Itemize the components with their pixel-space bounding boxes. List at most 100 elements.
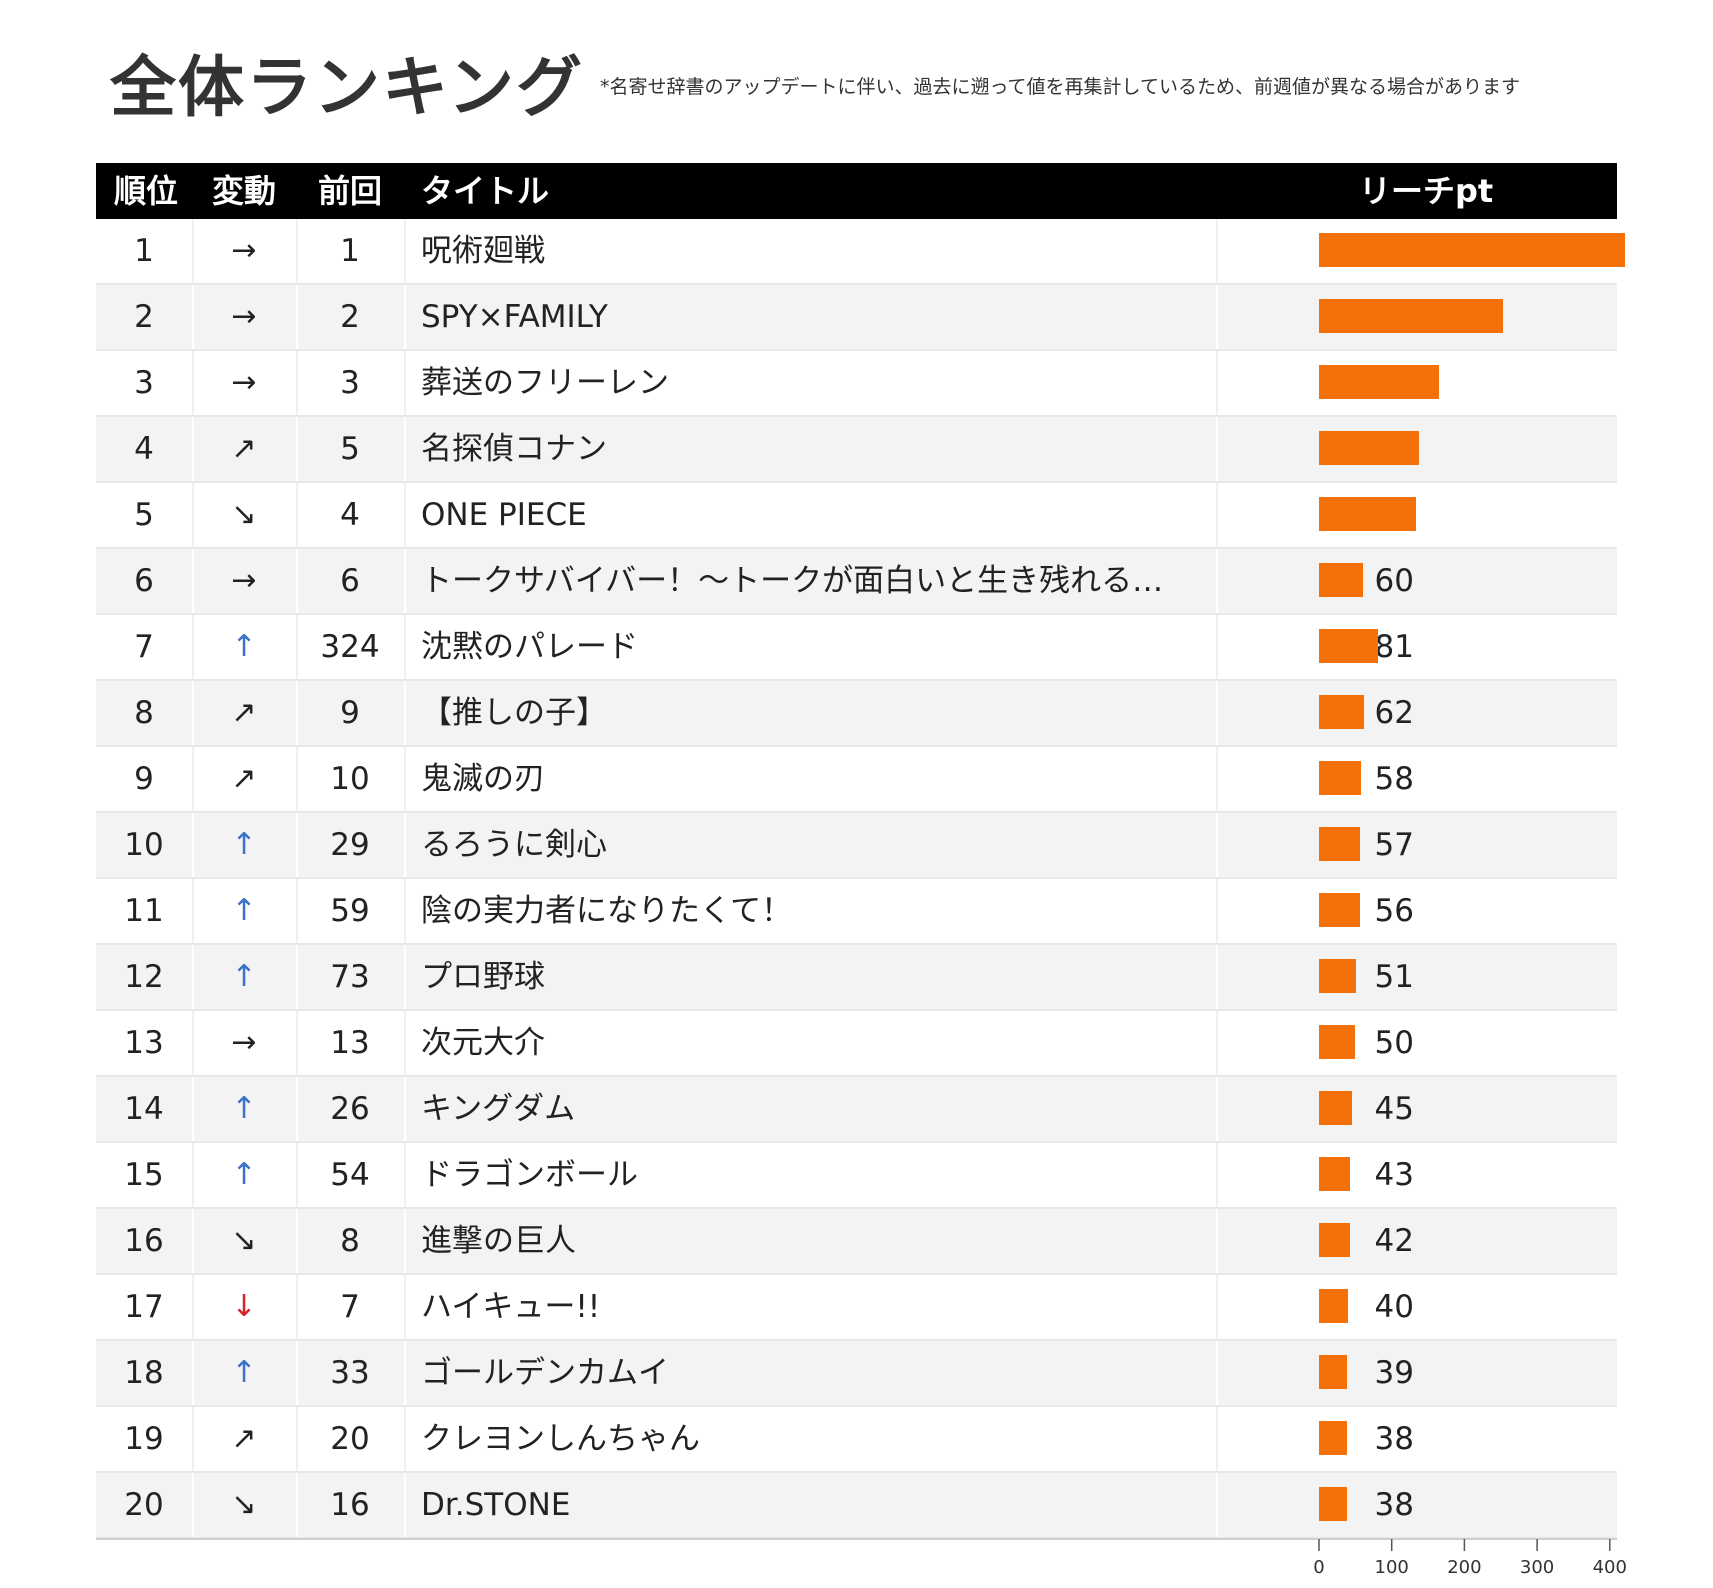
previous-rank-cell: 5 — [340, 431, 360, 467]
reach-value-label: 60 — [1374, 563, 1414, 599]
reach-value-label: 38 — [1374, 1487, 1414, 1523]
reach-bar — [1319, 497, 1416, 531]
column-divider — [296, 681, 298, 745]
column-divider — [192, 1407, 194, 1471]
column-divider — [192, 747, 194, 811]
column-divider — [404, 945, 406, 1009]
column-divider — [192, 615, 194, 679]
change-arrow-icon: ↑ — [231, 1157, 257, 1192]
change-arrow-icon: ↑ — [231, 629, 257, 664]
title-cell: 名探偵コナン — [421, 431, 607, 467]
column-divider — [296, 483, 298, 547]
previous-rank-cell: 3 — [340, 365, 360, 401]
table-row: 3→3葬送のフリーレン165 — [96, 351, 1617, 417]
column-divider — [404, 1275, 406, 1339]
table-row: 4↗5名探偵コナン138 — [96, 417, 1617, 483]
column-divider — [296, 1011, 298, 1075]
rank-cell: 7 — [134, 629, 154, 665]
change-arrow-icon: ↗ — [231, 1421, 257, 1456]
ranking-rows: 1 → 1 呪術廻戦 42 12 → 2 SPY×FAMILY 2 5 33 → 3 葬送のフリーレン 16 5… — [96, 219, 1625, 1539]
column-divider — [192, 813, 194, 877]
column-divider — [404, 219, 406, 283]
title-cell: SPY×FAMILY — [421, 299, 608, 335]
column-divider — [404, 1077, 406, 1141]
change-arrow-icon: → — [231, 365, 257, 400]
previous-rank-cell: 8 — [340, 1223, 360, 1259]
change-arrow-icon: ↗ — [231, 761, 257, 796]
previous-rank-cell: 20 — [330, 1421, 370, 1457]
title-cell: Dr.STONE — [421, 1487, 571, 1523]
column-divider — [296, 945, 298, 1009]
axis-tick-label: 200 — [1447, 1557, 1481, 1578]
axis-tick-label: 100 — [1375, 1557, 1409, 1578]
previous-rank-cell: 29 — [330, 827, 370, 863]
column-divider — [192, 1341, 194, 1405]
previous-rank-cell: 16 — [330, 1487, 370, 1523]
title-cell: 呪術廻戦 — [421, 233, 545, 269]
change-arrow-icon: ↘ — [231, 1487, 257, 1522]
column-divider — [296, 417, 298, 481]
previous-rank-cell: 9 — [340, 695, 360, 731]
reach-value-label: 56 — [1374, 893, 1414, 929]
column-divider — [404, 1143, 406, 1207]
rank-cell: 4 — [134, 431, 154, 467]
reach-value-label: 38 — [1374, 1421, 1414, 1457]
column-divider — [404, 615, 406, 679]
header-title: タイトル — [421, 172, 550, 210]
reach-bar — [1319, 827, 1360, 861]
column-divider — [192, 351, 194, 415]
reach-bar — [1319, 1355, 1347, 1389]
change-arrow-icon: → — [231, 1025, 257, 1060]
column-divider — [296, 1275, 298, 1339]
column-divider — [1216, 1011, 1218, 1075]
column-divider — [404, 1407, 406, 1471]
axis-tick-label: 400 — [1593, 1557, 1627, 1578]
column-divider — [192, 549, 194, 613]
title-cell: プロ野球 — [421, 959, 545, 995]
column-divider — [1216, 1077, 1218, 1141]
table-row: 10 ↑ 29 るろうに剣心 57 — [96, 813, 1617, 879]
reach-value-label: 39 — [1374, 1355, 1414, 1391]
table-row: 11 ↑ 59 陰の実力者になりたくて！ 56 — [96, 879, 1617, 945]
reach-value-label: 51 — [1374, 959, 1414, 995]
reach-bar — [1319, 299, 1503, 333]
rank-cell: 12 — [124, 959, 164, 995]
rank-cell: 13 — [124, 1025, 164, 1061]
column-divider — [404, 351, 406, 415]
table-row: 16 ↘ 8 進撃の巨人 42 — [96, 1209, 1617, 1275]
reach-bar — [1319, 1289, 1348, 1323]
ranking-table: 順位 変動 前回 タイトル リーチpt 1→1呪術廻戦4212→2SPY×FAM… — [96, 163, 1625, 1539]
reach-bar — [1319, 1223, 1350, 1257]
column-divider — [404, 483, 406, 547]
column-divider — [404, 417, 406, 481]
title-cell: 【推しの子】 — [421, 695, 607, 731]
change-arrow-icon: ↘ — [231, 497, 257, 532]
column-divider — [192, 1077, 194, 1141]
reach-value-label: 81 — [1374, 629, 1414, 665]
page-title: 全体ランキング — [110, 49, 585, 126]
column-divider — [192, 1143, 194, 1207]
title-cell: ONE PIECE — [421, 497, 587, 533]
title-cell: るろうに剣心 — [421, 827, 607, 863]
column-divider — [404, 681, 406, 745]
reach-value-label: 50 — [1374, 1025, 1414, 1061]
previous-rank-cell: 2 — [340, 299, 360, 335]
reach-value-label: 58 — [1374, 761, 1414, 797]
table-row: 8 ↗ 9 【推しの子】 62 — [96, 681, 1617, 747]
reach-bar — [1319, 893, 1360, 927]
previous-rank-cell: 7 — [340, 1289, 360, 1325]
recount-note: *名寄せ辞書のアップデートに伴い、過去に遡って値を再集計しているため、前週値が異… — [600, 76, 1520, 98]
table-row: 18 ↑ 33 ゴールデンカムイ 39 — [96, 1341, 1617, 1407]
column-divider — [1216, 813, 1218, 877]
column-divider — [1216, 1209, 1218, 1273]
column-divider — [1216, 1275, 1218, 1339]
column-divider — [1216, 747, 1218, 811]
header-change: 変動 — [212, 172, 277, 210]
change-arrow-icon: ↘ — [231, 1223, 257, 1258]
reach-bar — [1319, 695, 1364, 729]
rank-cell: 2 — [134, 299, 154, 335]
change-arrow-icon: ↓ — [231, 1289, 257, 1324]
column-divider — [1216, 681, 1218, 745]
rank-cell: 18 — [124, 1355, 164, 1391]
column-divider — [1216, 879, 1218, 943]
